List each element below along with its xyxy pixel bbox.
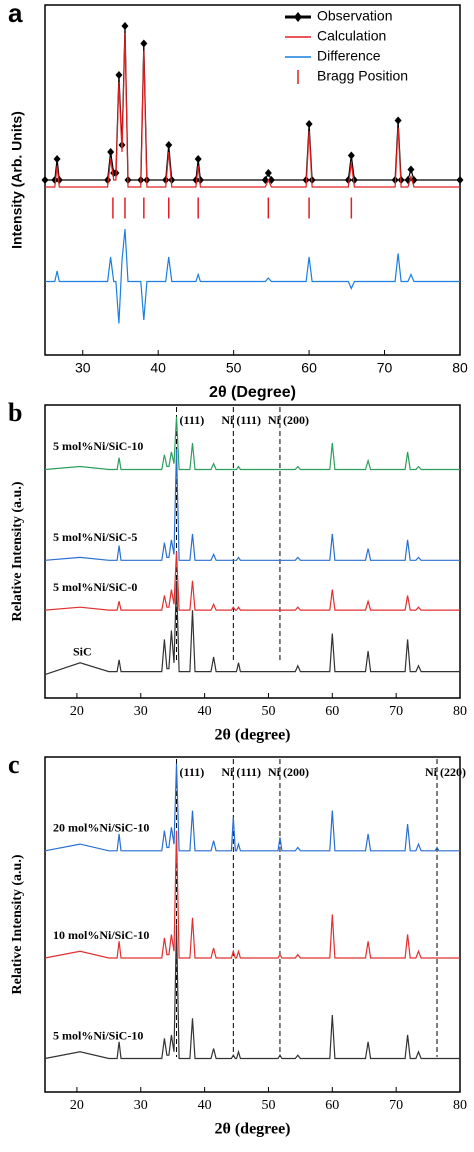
x-axis-label: 2θ (degree) <box>214 1121 290 1138</box>
reference-label: Ni (220) <box>425 765 466 779</box>
x-tick-label: 70 <box>389 1098 403 1113</box>
x-axis-label: 2θ (Degree) <box>209 384 296 401</box>
series-label: 5 mol%Ni/SiC-0 <box>53 580 137 594</box>
series-line <box>44 924 460 1060</box>
x-tick-label: 60 <box>325 1098 339 1113</box>
x-tick-label: 30 <box>134 704 148 719</box>
y-axis-label: Relative Intensity (a.u.) <box>10 854 25 994</box>
reference-label: Ni (111) <box>221 413 261 427</box>
x-tick-label: 30 <box>134 1098 148 1113</box>
series-line <box>44 830 460 959</box>
legend-label: Bragg Position <box>317 68 408 84</box>
panel: a Intensity (Arb. Units) 2θ (Degree) 30 40 50… <box>8 0 468 401</box>
x-tick-label: 20 <box>70 704 84 719</box>
marker <box>55 176 63 184</box>
x-tick-label: 40 <box>198 704 212 719</box>
x-tick-label: 80 <box>453 704 467 719</box>
marker <box>107 148 115 156</box>
x-tick-label: 50 <box>226 360 242 376</box>
marker <box>305 120 313 128</box>
x-tick-label: 70 <box>389 704 403 719</box>
marker <box>140 39 148 48</box>
legend-label: Difference <box>317 48 381 64</box>
series-line <box>44 580 460 676</box>
marker <box>264 169 272 177</box>
marker <box>407 165 415 174</box>
panel: b Relative Intensity (a.u.) 2θ (degree) 20 3… <box>8 398 467 744</box>
marker <box>165 141 173 149</box>
series-label: 5 mol%Ni/SiC-10 <box>53 1028 143 1042</box>
marker <box>53 155 61 163</box>
series-line <box>45 25 460 181</box>
x-tick-label: 50 <box>261 1098 275 1113</box>
series-label: 5 mol%Ni/SiC-10 <box>53 439 143 453</box>
series-line <box>44 551 460 611</box>
x-axis-label: 2θ (degree) <box>214 727 290 744</box>
x-tick-label: 60 <box>325 704 339 719</box>
reference-label: Ni (111) <box>221 765 261 779</box>
x-tick-label: 70 <box>377 360 393 376</box>
marker <box>350 176 358 184</box>
legend-label: Observation <box>317 8 392 24</box>
marker <box>121 22 129 30</box>
marker <box>344 176 352 184</box>
legend-marker <box>294 12 302 22</box>
marker <box>196 176 204 184</box>
reference-label: Ni (200) <box>268 765 309 779</box>
series-line <box>44 448 460 561</box>
x-tick-label: 60 <box>301 360 317 376</box>
x-tick-label: 40 <box>198 1098 212 1113</box>
marker <box>41 176 49 184</box>
marker <box>104 176 112 184</box>
series-label: 20 mol%Ni/SiC-10 <box>53 821 149 835</box>
x-tick-label: 20 <box>70 1098 84 1113</box>
series-line <box>45 32 460 188</box>
panel: c Relative Intensity (a.u.) 2θ (degree) 20 3… <box>8 750 467 1138</box>
x-tick-label: 80 <box>452 360 468 376</box>
y-axis-label: Intensity (Arb. Units) <box>9 111 25 249</box>
marker <box>456 176 464 184</box>
series-label: 10 mol%Ni/SiC-10 <box>53 928 149 942</box>
series-line <box>44 763 460 852</box>
series-line <box>45 228 460 324</box>
series-label: 5 mol%Ni/SiC-5 <box>53 530 137 544</box>
x-tick-label: 80 <box>453 1098 467 1113</box>
panel-label: b <box>8 398 22 427</box>
reference-label: Ni (200) <box>268 413 309 427</box>
x-tick-label: 30 <box>75 360 91 376</box>
reference-label: (111) <box>180 765 205 779</box>
legend-label: Calculation <box>317 28 386 44</box>
plot-frame <box>44 404 461 699</box>
reference-label: (111) <box>180 413 205 427</box>
marker <box>51 176 59 184</box>
panel-label: a <box>8 0 23 28</box>
plot-frame <box>44 756 461 1093</box>
marker <box>194 155 202 163</box>
series-line <box>44 416 460 471</box>
marker <box>394 116 402 125</box>
marker <box>115 71 123 79</box>
marker <box>192 176 200 184</box>
marker <box>347 151 355 160</box>
x-tick-label: 50 <box>261 704 275 719</box>
panel-label: c <box>8 750 20 779</box>
x-tick-label: 40 <box>150 360 166 376</box>
series-label: SiC <box>73 644 92 658</box>
y-axis-label: Relative Intensity (a.u.) <box>10 481 25 621</box>
